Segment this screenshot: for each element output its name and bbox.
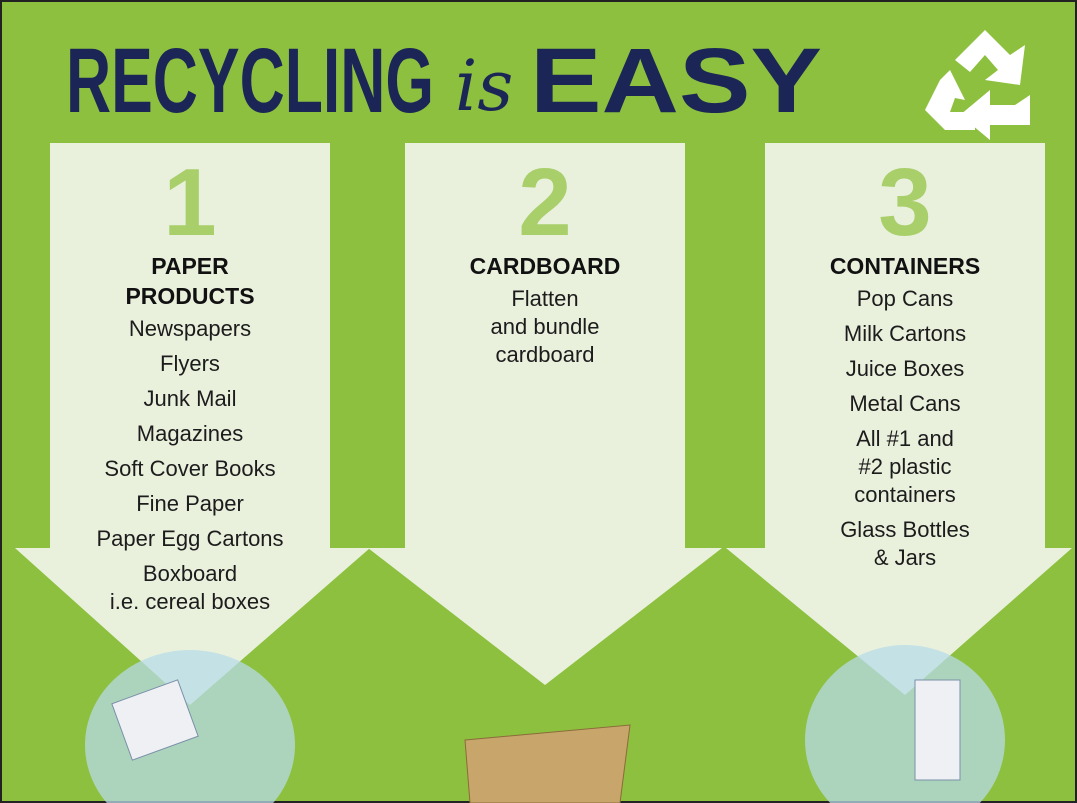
item-text: Newspapers: [129, 316, 251, 341]
step-number: 1: [163, 149, 216, 256]
title-middle: is: [455, 45, 513, 127]
item-text: Juice Boxes: [846, 356, 965, 381]
title-end: EASY: [530, 30, 822, 132]
page: RECYCLING isEASY 1PAPER PRODUCTS Newspapers F…: [0, 0, 1077, 803]
item-text: Junk Mail: [144, 386, 237, 411]
item-text: & Jars: [874, 545, 936, 570]
item-text: Soft Cover Books: [104, 456, 275, 481]
step-number: 3: [878, 149, 931, 256]
item-text: cardboard: [495, 342, 594, 367]
item-text: Pop Cans: [857, 286, 954, 311]
item-text: Boxboard: [143, 561, 237, 586]
column-heading: PAPER: [151, 253, 229, 279]
item-text: containers: [854, 482, 956, 507]
bag-content: [915, 680, 960, 780]
item-text: Metal Cans: [849, 391, 960, 416]
title-start: RECYCLING: [66, 30, 434, 132]
poster: RECYCLING isEASY 1PAPER PRODUCTS Newspapers F…: [0, 0, 1077, 803]
column-heading: PRODUCTS: [125, 283, 254, 309]
item-text: Magazines: [137, 421, 243, 446]
item-text: Fine Paper: [136, 491, 244, 516]
item-text: Milk Cartons: [844, 321, 966, 346]
item-text: Glass Bottles: [840, 517, 970, 542]
item-text: #2 plastic: [859, 454, 952, 479]
column-heading: CARDBOARD: [470, 253, 621, 279]
item-text: All #1 and: [856, 426, 954, 451]
item-text: i.e. cereal boxes: [110, 589, 270, 614]
item-text: Paper Egg Cartons: [96, 526, 283, 551]
item-text: Flatten: [511, 286, 578, 311]
item-text: and bundle: [491, 314, 600, 339]
item-text: Flyers: [160, 351, 220, 376]
step-number: 2: [518, 149, 571, 256]
column-heading: CONTAINERS: [830, 253, 980, 279]
